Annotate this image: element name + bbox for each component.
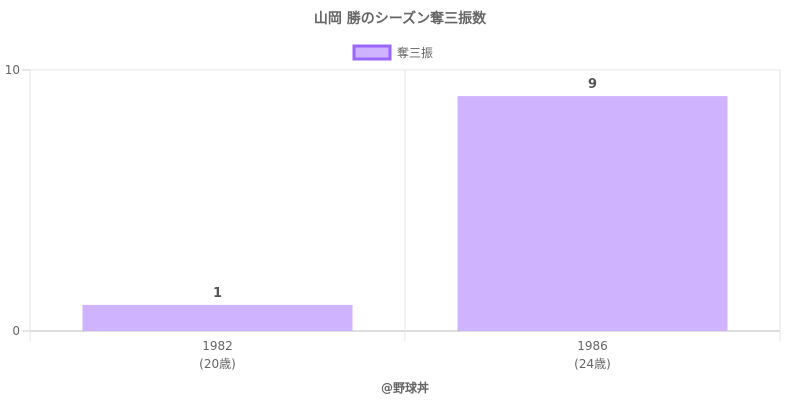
x-tick-label: 1986 — [577, 339, 608, 353]
bar — [457, 96, 728, 331]
y-tick-label: 0 — [12, 324, 20, 338]
bars — [82, 96, 728, 331]
legend-label: 奪三振 — [397, 45, 433, 60]
legend-swatch — [352, 44, 392, 61]
labels: 0 10 1 1982 (20歳) 9 1986 (24歳) — [5, 63, 611, 371]
x-tick-sublabel: (20歳) — [199, 357, 236, 371]
bar — [82, 304, 353, 331]
x-tick-sublabel: (24歳) — [574, 357, 611, 371]
x-tick-label: 1982 — [202, 339, 233, 353]
chart-title: 山岡 勝のシーズン奪三振数 — [314, 10, 487, 27]
axes — [22, 69, 781, 341]
y-tick-label: 10 — [5, 63, 20, 77]
bar-value-label: 1 — [213, 286, 222, 301]
bar-value-label: 9 — [588, 77, 597, 92]
chart-footer: @野球丼 — [381, 380, 429, 395]
legend[interactable]: 奪三振 — [352, 44, 433, 61]
